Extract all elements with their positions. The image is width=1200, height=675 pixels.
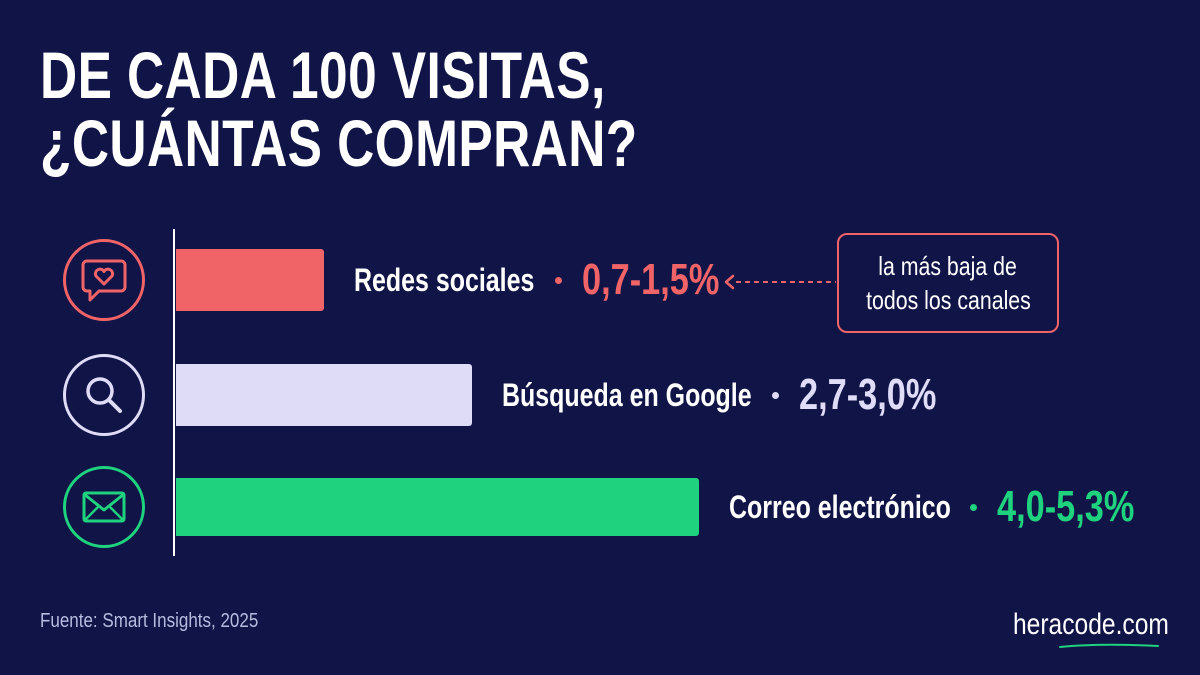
source-note: Fuente: Smart Insights, 2025 — [40, 610, 259, 632]
brand-link[interactable]: heracode.com — [1013, 608, 1169, 641]
value-label: 2,7-3,0% — [798, 370, 937, 419]
annotation-arrow — [724, 274, 836, 290]
search-icon — [63, 354, 145, 436]
brand-underline — [1059, 643, 1159, 648]
value-label: 4,0-5,3% — [997, 482, 1135, 531]
bar-label-2: Correo electrónico 4,0-5,3% — [729, 477, 1174, 537]
bar-1 — [176, 364, 472, 426]
title-line-1: DE CADA 100 VISITAS, — [40, 38, 606, 112]
bar-0 — [176, 249, 324, 311]
annotation-text-line-1: la más baja de — [878, 251, 1018, 281]
annotation-callout: la más baja de todos los canales — [837, 233, 1059, 333]
chart-baseline — [173, 229, 175, 556]
page-title: DE CADA 100 VISITAS, ¿CUÁNTAS COMPRAN? — [40, 42, 638, 176]
bar-label-1: Búsqueda en Google 2,7-3,0% — [502, 365, 975, 425]
title-line-2: ¿CUÁNTAS COMPRAN? — [40, 106, 638, 180]
mail-icon — [63, 466, 145, 548]
separator-dot — [771, 391, 779, 399]
value-label: 0,7-1,5% — [581, 255, 719, 304]
annotation-text-line-2: todos los canales — [865, 285, 1031, 315]
category-label: Correo electrónico — [729, 488, 951, 525]
bar-2 — [176, 478, 699, 536]
category-label: Búsqueda en Google — [502, 376, 752, 413]
separator-dot — [970, 503, 978, 511]
bar-label-0: Redes sociales 0,7-1,5% — [354, 250, 758, 310]
separator-dot — [554, 276, 562, 284]
chat-heart-icon — [63, 239, 145, 321]
category-label: Redes sociales — [354, 261, 535, 298]
